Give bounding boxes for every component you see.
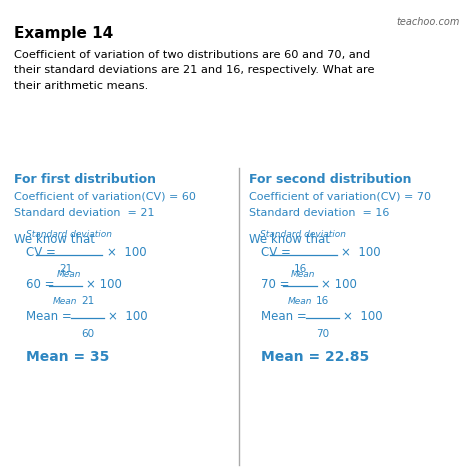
Text: 16: 16 [316, 296, 329, 306]
Text: 60: 60 [81, 329, 94, 339]
Text: ×  100: × 100 [107, 246, 146, 259]
Text: ×  100: × 100 [343, 310, 383, 323]
Text: CV =: CV = [261, 246, 294, 259]
Text: 70 =: 70 = [261, 278, 293, 291]
Text: ×  100: × 100 [341, 246, 381, 259]
Text: 70: 70 [316, 329, 329, 339]
Text: Mean =: Mean = [261, 310, 310, 323]
Text: Mean = 22.85: Mean = 22.85 [261, 350, 369, 364]
Text: Standard deviation  = 16: Standard deviation = 16 [249, 208, 389, 218]
Text: Coefficient of variation(CV) = 60: Coefficient of variation(CV) = 60 [14, 192, 196, 202]
Text: Mean: Mean [53, 297, 78, 306]
Text: For first distribution: For first distribution [14, 173, 156, 186]
Text: Standard deviation: Standard deviation [26, 230, 112, 239]
Text: ×  100: × 100 [108, 310, 148, 323]
Text: 21: 21 [59, 264, 72, 274]
Text: For second distribution: For second distribution [249, 173, 411, 186]
Text: 60 =: 60 = [26, 278, 58, 291]
Text: their arithmetic means.: their arithmetic means. [14, 81, 148, 91]
Text: Coefficient of variation(CV) = 70: Coefficient of variation(CV) = 70 [249, 192, 431, 202]
Text: Standard deviation: Standard deviation [260, 230, 346, 239]
Text: Mean = 35: Mean = 35 [26, 350, 109, 364]
Text: CV =: CV = [26, 246, 60, 259]
Text: teachoo.com: teachoo.com [396, 17, 460, 27]
Text: Mean: Mean [291, 270, 316, 279]
Text: Example 14: Example 14 [14, 26, 113, 41]
Text: Mean: Mean [56, 270, 81, 279]
Text: We know that: We know that [249, 233, 330, 246]
Text: × 100: × 100 [321, 278, 357, 291]
Text: We know that: We know that [14, 233, 95, 246]
Text: × 100: × 100 [86, 278, 122, 291]
Text: 16: 16 [293, 264, 307, 274]
Text: Mean =: Mean = [26, 310, 75, 323]
Text: their standard deviations are 21 and 16, respectively. What are: their standard deviations are 21 and 16,… [14, 65, 375, 75]
Text: 21: 21 [81, 296, 94, 306]
Text: Standard deviation  = 21: Standard deviation = 21 [14, 208, 155, 218]
Text: Mean: Mean [288, 297, 312, 306]
Text: Coefficient of variation of two distributions are 60 and 70, and: Coefficient of variation of two distribu… [14, 50, 371, 60]
